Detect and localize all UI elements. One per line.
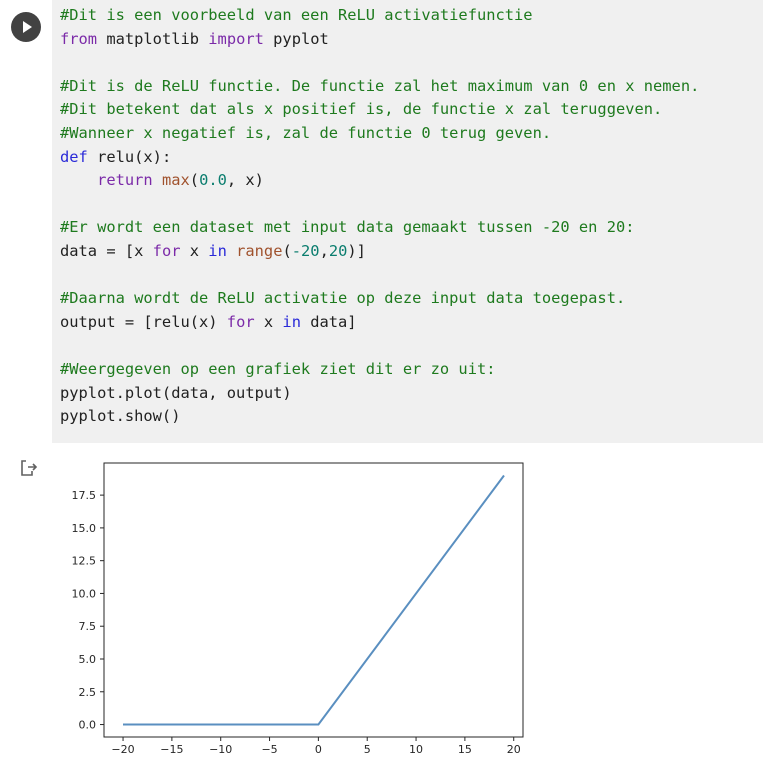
code-line: #Wanneer x negatief is, zal de functie 0… (60, 122, 699, 146)
x-tick-label: 15 (458, 743, 472, 756)
code-line: #Dit is een voorbeeld van een ReLU activ… (60, 4, 699, 28)
code-editor[interactable]: #Dit is een voorbeeld van een ReLU activ… (52, 0, 763, 443)
code-token: return (97, 171, 153, 190)
code-token: matplotlib (97, 29, 209, 48)
x-tick-label: 0 (315, 743, 322, 756)
code-token: in (282, 312, 301, 331)
code-token: output = [relu(x) (60, 312, 227, 331)
cell-gutter (0, 0, 52, 443)
code-line: pyplot.plot(data, output) (60, 382, 699, 406)
code-token (227, 242, 236, 260)
code-token (60, 171, 97, 189)
code-token: 20 (328, 241, 348, 260)
code-token: #Weergegeven op een grafiek ziet dit er … (60, 359, 496, 378)
code-token: pyplot (263, 29, 329, 48)
code-cell: #Dit is een voorbeeld van een ReLU activ… (0, 0, 763, 443)
relu-line-chart: −20 −15 −10 −5 0 5 10 15 20 0.0 2.5 5.0 7.5 10.0 12.5 1… (72, 462, 524, 756)
code-line: #Er wordt een dataset met input data gem… (60, 216, 699, 240)
code-line: data = [x for x in range(-20,20)] (60, 240, 699, 264)
x-tick-label: 5 (364, 743, 371, 756)
x-tick-label: −15 (160, 743, 183, 756)
code-line: from matplotlib import pyplot (60, 28, 699, 52)
code-token: x (180, 241, 209, 260)
output-redirect-icon[interactable] (18, 457, 40, 479)
code-token: pyplot.show() (60, 407, 181, 426)
code-token: def (60, 147, 88, 166)
code-token: , x) (226, 171, 264, 190)
code-line: return max(0.0, x) (60, 169, 699, 193)
code-token: #Dit is een voorbeeld van een ReLU activ… (60, 6, 533, 24)
cell-output: −20 −15 −10 −5 0 5 10 15 20 0.0 2.5 5.0 7.5 10.0 12.5 1… (0, 443, 763, 771)
code-line (60, 334, 699, 358)
code-line: pyplot.show() (60, 405, 699, 429)
plot-frame (103, 462, 524, 738)
x-tick-label: 20 (507, 743, 521, 756)
code-token: for (152, 241, 181, 260)
x-tick-label: 10 (409, 743, 423, 756)
code-line (60, 51, 699, 75)
code-token: max (161, 171, 190, 190)
run-cell-button[interactable] (11, 12, 41, 42)
code-line: output = [relu(x) for x in data] (60, 311, 699, 335)
code-token: #Dit betekent dat als x positief is, de … (60, 100, 663, 119)
code-token: from (60, 29, 98, 48)
code-token: )] (347, 241, 366, 260)
code-token: 0.0 (199, 171, 227, 190)
y-tick-label: 2.5 (79, 686, 97, 699)
code-token (153, 171, 162, 189)
x-tick-label: −5 (261, 743, 277, 756)
code-token: #Daarna wordt de ReLU activatie op deze … (60, 289, 626, 308)
code-token: #Er wordt een dataset met input data gem… (60, 218, 635, 237)
code-line: #Daarna wordt de ReLU activatie op deze … (60, 287, 699, 311)
code-token: ( (282, 241, 292, 260)
code-token: , (319, 241, 329, 260)
series-line (123, 474, 505, 726)
y-tick-label: 5.0 (79, 653, 97, 666)
y-tick-label: 17.5 (72, 489, 97, 502)
code-line: #Dit betekent dat als x positief is, de … (60, 98, 699, 122)
code-token: import (208, 29, 264, 48)
code-token: data = [x (60, 241, 153, 260)
code-token: ( (189, 171, 200, 190)
code-token: #Wanneer x negatief is, zal de functie 0… (60, 123, 552, 142)
code-token: pyplot.plot(data, output) (60, 383, 292, 402)
x-tick-label: −10 (209, 743, 232, 756)
y-tick-label: 15.0 (72, 522, 97, 535)
code-token: relu(x): (87, 147, 172, 166)
y-tick-label: 10.0 (72, 587, 97, 600)
code-token: in (208, 241, 227, 260)
code-line: #Weergegeven op een grafiek ziet dit er … (60, 358, 699, 382)
code-line (60, 264, 699, 288)
code-token: range (236, 241, 283, 260)
code-token: for (226, 312, 255, 331)
code-token: x (254, 312, 283, 331)
code-text[interactable]: #Dit is een voorbeeld van een ReLU activ… (60, 4, 699, 429)
code-token: data] (300, 312, 357, 331)
code-token: #Dit is de ReLU functie. De functie zal … (60, 76, 700, 95)
y-tick-label: 7.5 (79, 620, 97, 633)
x-tick-label: −20 (111, 743, 134, 756)
code-line (60, 193, 699, 217)
y-tick-label: 0.0 (79, 719, 97, 732)
code-token: -20 (291, 241, 320, 260)
y-tick-label: 12.5 (72, 555, 97, 568)
code-line: def relu(x): (60, 146, 699, 170)
code-line: #Dit is de ReLU functie. De functie zal … (60, 75, 699, 99)
